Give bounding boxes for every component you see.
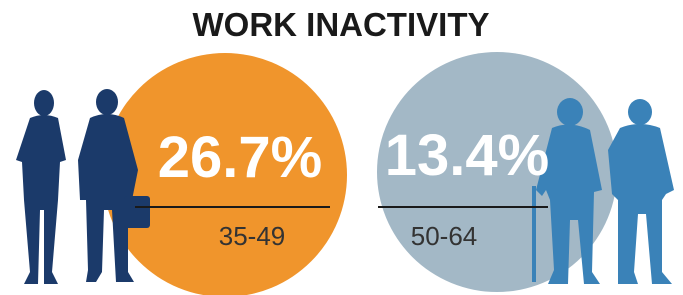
page: {"title": "WORK INACTIVITY", "groups": [… [0, 0, 683, 295]
age-group: 35-49 [219, 221, 286, 251]
percentage: 26.7% [158, 125, 322, 190]
percentage: 13.4% [385, 123, 549, 188]
infographic: WORK INACTIVITY 26.7% 35-49 13.4% 50-64 [0, 0, 683, 295]
age-group: 50-64 [411, 221, 478, 251]
title: WORK INACTIVITY [193, 6, 490, 43]
